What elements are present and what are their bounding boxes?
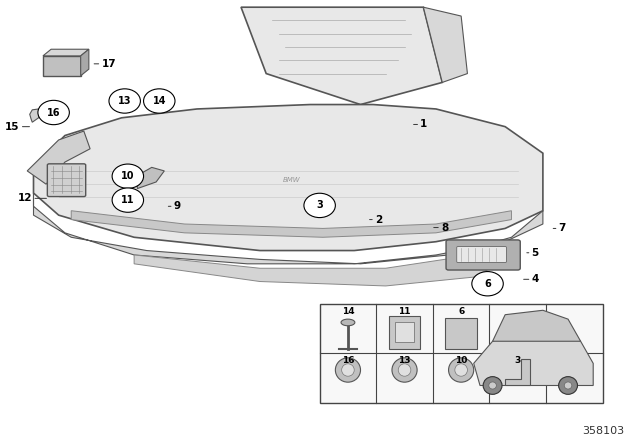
- Polygon shape: [29, 109, 41, 122]
- Ellipse shape: [559, 377, 577, 394]
- Polygon shape: [241, 7, 442, 104]
- Bar: [395, 323, 414, 342]
- Text: 7: 7: [559, 224, 566, 233]
- Ellipse shape: [342, 364, 354, 376]
- Ellipse shape: [455, 364, 467, 376]
- Polygon shape: [81, 49, 89, 76]
- Text: 1: 1: [420, 120, 428, 129]
- Ellipse shape: [564, 382, 572, 389]
- Text: 16: 16: [47, 108, 60, 117]
- Text: 15: 15: [5, 122, 20, 132]
- Polygon shape: [33, 193, 543, 264]
- Polygon shape: [505, 359, 531, 385]
- FancyBboxPatch shape: [47, 164, 86, 197]
- Polygon shape: [474, 328, 593, 385]
- Text: 10: 10: [455, 356, 467, 365]
- Ellipse shape: [449, 358, 474, 382]
- Text: 16: 16: [342, 356, 354, 365]
- Ellipse shape: [143, 89, 175, 113]
- Text: 8: 8: [441, 223, 448, 233]
- Text: 14: 14: [342, 307, 355, 316]
- Ellipse shape: [304, 193, 335, 218]
- Text: 12: 12: [18, 194, 32, 203]
- Bar: [389, 316, 420, 349]
- Ellipse shape: [483, 377, 502, 394]
- Ellipse shape: [472, 271, 503, 296]
- Ellipse shape: [112, 164, 143, 188]
- Polygon shape: [424, 7, 467, 82]
- Text: 6: 6: [458, 307, 464, 316]
- Text: 3: 3: [515, 356, 521, 365]
- FancyBboxPatch shape: [446, 240, 520, 270]
- Text: 11: 11: [398, 307, 411, 316]
- Text: 3: 3: [316, 200, 323, 211]
- Text: 5: 5: [532, 248, 539, 258]
- Ellipse shape: [109, 89, 140, 113]
- Text: 13: 13: [398, 356, 411, 365]
- Text: 9: 9: [173, 201, 181, 211]
- Text: 358103: 358103: [582, 426, 625, 436]
- Bar: [319, 304, 603, 403]
- Text: 17: 17: [101, 59, 116, 69]
- Ellipse shape: [112, 188, 143, 212]
- Text: BMW: BMW: [282, 177, 300, 183]
- Polygon shape: [43, 49, 89, 56]
- Polygon shape: [28, 131, 90, 184]
- Text: 11: 11: [121, 195, 134, 205]
- Text: 2: 2: [375, 215, 382, 224]
- Polygon shape: [71, 211, 511, 237]
- FancyBboxPatch shape: [457, 246, 506, 263]
- Polygon shape: [33, 104, 543, 250]
- Polygon shape: [43, 56, 81, 76]
- Ellipse shape: [489, 382, 497, 389]
- Polygon shape: [134, 255, 499, 286]
- Ellipse shape: [392, 358, 417, 382]
- Ellipse shape: [341, 319, 355, 326]
- Text: 13: 13: [118, 96, 131, 106]
- Bar: [445, 318, 477, 349]
- Text: 4: 4: [532, 274, 539, 284]
- Text: 6: 6: [484, 279, 491, 289]
- Text: 14: 14: [152, 96, 166, 106]
- Polygon shape: [493, 310, 580, 341]
- Text: 10: 10: [121, 171, 134, 181]
- Ellipse shape: [335, 358, 360, 382]
- Polygon shape: [137, 168, 164, 189]
- Ellipse shape: [398, 364, 411, 376]
- Ellipse shape: [38, 100, 69, 125]
